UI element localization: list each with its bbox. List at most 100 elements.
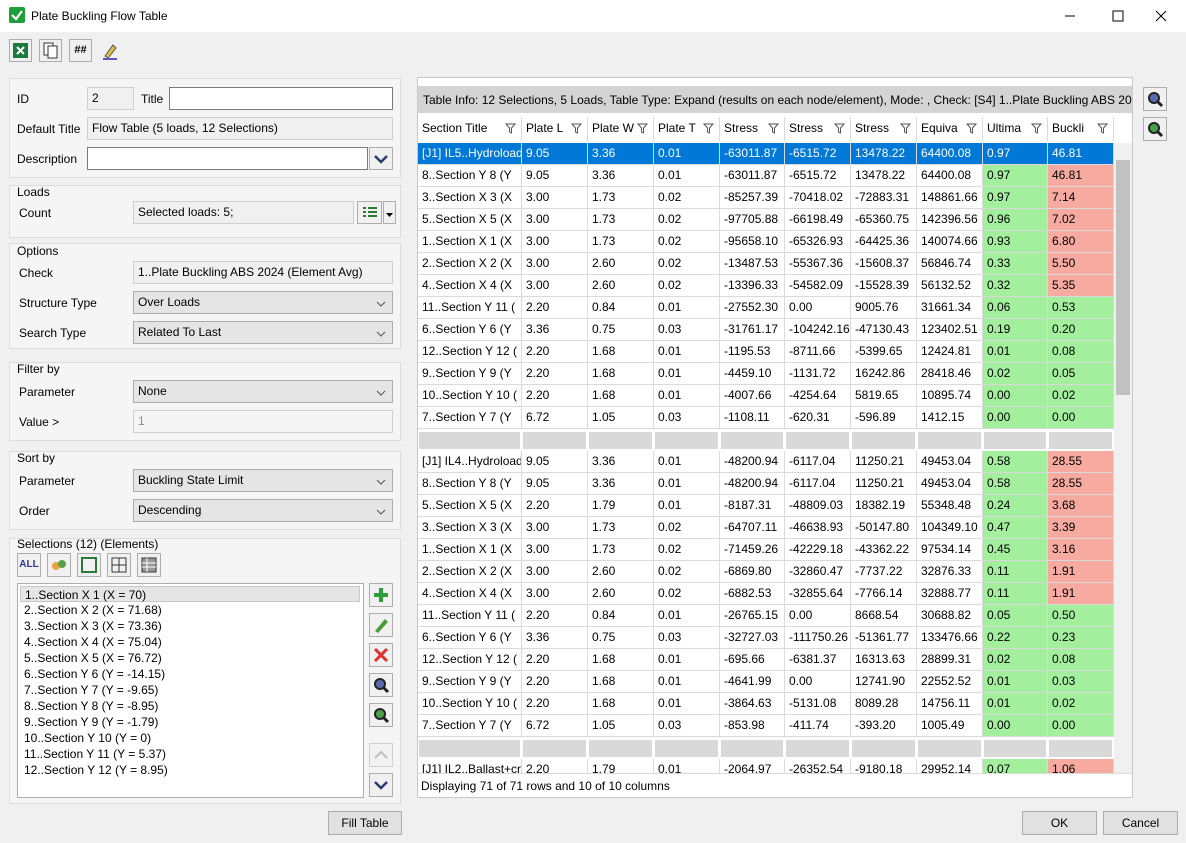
- table-row[interactable]: [J1] IL5..Hydroload 9.05 3.36 0.01 -63011.87…: [418, 143, 1114, 165]
- zoom-fit-button[interactable]: [369, 703, 393, 727]
- move-down-button[interactable]: [369, 773, 393, 797]
- fill-table-button[interactable]: Fill Table: [328, 811, 402, 835]
- table-row[interactable]: 5..Section X 5 (X 3.00 1.73 0.02 -97705.88 -6…: [418, 209, 1114, 231]
- group-button[interactable]: [47, 553, 71, 577]
- table-cell: -6882.53: [720, 583, 785, 605]
- table-row[interactable]: 2..Section X 2 (X 3.00 2.60 0.02 -6869.80 -32…: [418, 561, 1114, 583]
- column-header[interactable]: Stress: [785, 117, 851, 141]
- table-cell: -32727.03: [720, 627, 785, 649]
- table-row[interactable]: 12..Section Y 12 (2.20 1.68 0.01 -1195.53 -8…: [418, 341, 1114, 363]
- select-all-button[interactable]: ALL: [17, 553, 41, 577]
- table-row[interactable]: 5..Section X 5 (X 2.20 1.79 0.01 -8187.31 -48…: [418, 495, 1114, 517]
- table-cell: 4..Section X 4 (X: [418, 583, 522, 605]
- table-row[interactable]: 11..Section Y 11 (2.20 0.84 0.01 -26765.15 0…: [418, 605, 1114, 627]
- selection-item[interactable]: 5..Section X 5 (X = 76.72): [24, 651, 162, 665]
- clear-format-button[interactable]: [101, 41, 119, 61]
- table-cell: 140074.66: [917, 231, 983, 253]
- zoom-table-fit-button[interactable]: [1143, 117, 1167, 141]
- numbers-button[interactable]: ##: [69, 39, 92, 62]
- table-cell: 8668.54: [851, 605, 917, 627]
- description-field[interactable]: [87, 147, 368, 170]
- table-row[interactable]: 8..Section Y 8 (Y 9.05 3.36 0.01 -48200.94 -6…: [418, 473, 1114, 495]
- table-row[interactable]: 2..Section X 2 (X 3.00 2.60 0.02 -13487.53 -5…: [418, 253, 1114, 275]
- scrollbar[interactable]: [1114, 143, 1132, 773]
- dropdown[interactable]: Over Loads: [133, 291, 393, 314]
- table-cell: -1131.72: [785, 363, 851, 385]
- column-header[interactable]: Section Title: [418, 117, 522, 141]
- column-header[interactable]: Stress: [851, 117, 917, 141]
- table-row[interactable]: 10..Section Y 10 (2.20 1.68 0.01 -4007.66 -4…: [418, 385, 1114, 407]
- column-header[interactable]: Plate T: [654, 117, 720, 141]
- column-header[interactable]: Buckli: [1048, 117, 1114, 141]
- dropdown[interactable]: Related To Last: [133, 321, 393, 344]
- table-row[interactable]: [J1] IL2..Ballast+cra 2.20 1.79 0.01 -2064.9…: [418, 759, 1114, 773]
- window-controls[interactable]: [1060, 8, 1180, 24]
- selection-item[interactable]: 2..Section X 2 (X = 71.68): [24, 603, 162, 617]
- title-field[interactable]: [169, 87, 393, 110]
- selection-item[interactable]: 12..Section Y 12 (Y = 8.95): [24, 763, 168, 777]
- table-cell: 0.22: [983, 627, 1048, 649]
- table-row[interactable]: [J1] IL4..Hydroload 9.05 3.36 0.01 -48200.94…: [418, 451, 1114, 473]
- table-row[interactable]: 4..Section X 4 (X 3.00 2.60 0.02 -6882.53 -32…: [418, 583, 1114, 605]
- column-header[interactable]: Stress: [720, 117, 785, 141]
- table-row[interactable]: 8..Section Y 8 (Y 9.05 3.36 0.01 -63011.87 -6…: [418, 165, 1114, 187]
- table-row[interactable]: 10..Section Y 10 (2.20 1.68 0.01 -3864.63 -5…: [418, 693, 1114, 715]
- table-row[interactable]: 9..Section Y 9 (Y 2.20 1.68 0.01 -4459.10 -11…: [418, 363, 1114, 385]
- loads-menu-button[interactable]: [383, 201, 396, 224]
- loads-list-button[interactable]: [357, 201, 382, 224]
- selection-item[interactable]: 9..Section Y 9 (Y = -1.79): [24, 715, 159, 729]
- move-up-button[interactable]: [369, 743, 393, 767]
- selection-item[interactable]: 3..Section X 3 (X = 73.36): [24, 619, 162, 633]
- zoom-button[interactable]: [369, 673, 393, 697]
- table-row[interactable]: 9..Section Y 9 (Y 2.20 1.68 0.01 -4641.99 0.0…: [418, 671, 1114, 693]
- cancel-button[interactable]: Cancel: [1103, 811, 1178, 835]
- dropdown[interactable]: Buckling State Limit: [133, 469, 393, 492]
- table-row[interactable]: 1..Section X 1 (X 3.00 1.73 0.02 -95658.10 -6…: [418, 231, 1114, 253]
- table-cell: 0.02: [654, 517, 720, 539]
- table-row[interactable]: 7..Section Y 7 (Y 6.72 1.05 0.03 -1108.11 -62…: [418, 407, 1114, 429]
- window-title: Plate Buckling Flow Table: [31, 9, 168, 23]
- table-row[interactable]: 1..Section X 1 (X 3.00 1.73 0.02 -71459.26 -4…: [418, 539, 1114, 561]
- excel-button[interactable]: [9, 39, 32, 62]
- table-row[interactable]: 6..Section Y 6 (Y 3.36 0.75 0.03 -31761.17 -1…: [418, 319, 1114, 341]
- table-row[interactable]: 4..Section X 4 (X 3.00 2.60 0.02 -13396.33 -5…: [418, 275, 1114, 297]
- table-cell: 8..Section Y 8 (Y: [418, 165, 522, 187]
- selection-item[interactable]: 10..Section Y 10 (Y = 0): [24, 731, 152, 745]
- table-cell: 0.06: [983, 297, 1048, 319]
- description-dropdown[interactable]: [369, 147, 393, 170]
- selection-item[interactable]: 7..Section Y 7 (Y = -9.65): [24, 683, 159, 697]
- selection-item[interactable]: 8..Section Y 8 (Y = -8.95): [24, 699, 159, 713]
- column-header[interactable]: Equiva: [917, 117, 983, 141]
- column-header[interactable]: Ultima: [983, 117, 1048, 141]
- selection-item[interactable]: 1..Section X 1 (X = 70): [20, 586, 360, 602]
- selection-item[interactable]: 6..Section Y 6 (Y = -14.15): [24, 667, 166, 681]
- pick-button[interactable]: [77, 553, 101, 577]
- zoom-table-button[interactable]: [1143, 87, 1167, 111]
- selection-item[interactable]: 4..Section X 4 (X = 75.04): [24, 635, 162, 649]
- table-row[interactable]: 3..Section X 3 (X 3.00 1.73 0.02 -85257.39 -7…: [418, 187, 1114, 209]
- table-cell: 1..Section X 1 (X: [418, 231, 522, 253]
- table-cell: -47130.43: [851, 319, 917, 341]
- dropdown[interactable]: Descending: [133, 499, 393, 522]
- grid-button[interactable]: [107, 553, 131, 577]
- table-button[interactable]: [137, 553, 161, 577]
- table-cell: 0.23: [1048, 627, 1114, 649]
- table-cell: -13396.33: [720, 275, 785, 297]
- table-row[interactable]: 11..Section Y 11 (2.20 0.84 0.01 -27552.30 0…: [418, 297, 1114, 319]
- table-row[interactable]: 3..Section X 3 (X 3.00 1.73 0.02 -64707.11 -4…: [418, 517, 1114, 539]
- table-row[interactable]: 7..Section Y 7 (Y 6.72 1.05 0.03 -853.98 -411…: [418, 715, 1114, 737]
- delete-button[interactable]: [369, 643, 393, 667]
- default-title-label: Default Title: [17, 122, 81, 136]
- copy-button[interactable]: [39, 39, 62, 62]
- table-row[interactable]: 6..Section Y 6 (Y 3.36 0.75 0.03 -32727.03 -1…: [418, 627, 1114, 649]
- ok-button[interactable]: OK: [1022, 811, 1097, 835]
- dropdown[interactable]: None: [133, 380, 393, 403]
- column-header[interactable]: Plate L: [522, 117, 588, 141]
- table-row[interactable]: 12..Section Y 12 (2.20 1.68 0.01 -695.66 -63…: [418, 649, 1114, 671]
- table-cell: 0.07: [983, 759, 1048, 773]
- selection-item[interactable]: 11..Section Y 11 (Y = 5.37): [24, 747, 166, 761]
- field-label: Parameter: [19, 385, 76, 399]
- add-button[interactable]: [369, 583, 393, 607]
- column-header[interactable]: Plate W: [588, 117, 654, 141]
- edit-button[interactable]: [369, 613, 393, 637]
